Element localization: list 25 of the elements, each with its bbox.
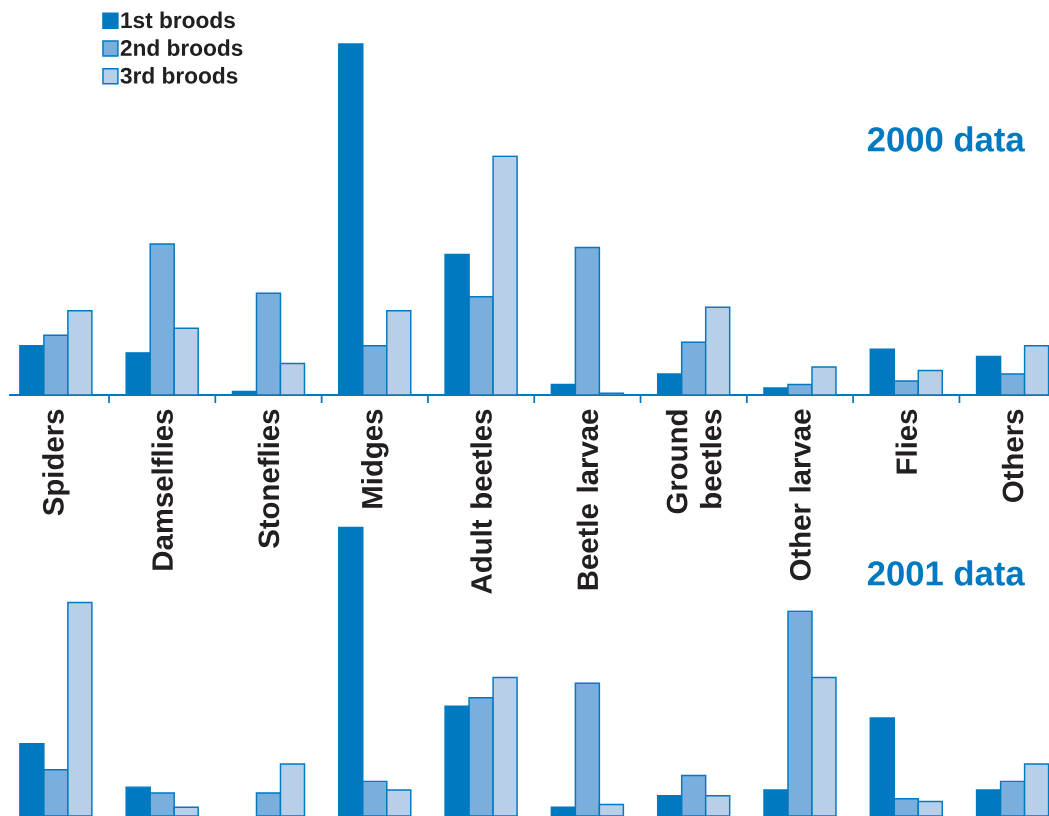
- x-tick-label: Flies: [895, 409, 918, 474]
- x-tick-label: Ground beetles: [665, 409, 722, 514]
- legend-label: 2nd broods: [120, 39, 243, 56]
- x-tick-label: Beetle larvae: [576, 409, 599, 590]
- bar: [787, 611, 812, 816]
- bar: [493, 677, 518, 816]
- legend-label: 1st broods: [121, 11, 235, 29]
- x-tick-label: Midges: [361, 409, 389, 508]
- bar: [280, 764, 305, 816]
- bar: [67, 602, 92, 816]
- x-tick-label: Other larvae: [789, 409, 811, 581]
- x-tick-label: Adult beetles: [470, 409, 492, 594]
- text: 2000 data: [867, 126, 1025, 152]
- bar: [1023, 763, 1049, 816]
- bar: [999, 780, 1026, 816]
- text: 2001 data: [867, 560, 1025, 586]
- x-tick-label: Stoneflies: [257, 409, 280, 548]
- x-tick-label: Damselflies: [151, 409, 173, 570]
- legend-label: 3rd broods: [120, 67, 238, 84]
- x-tick-label: Spiders: [42, 409, 70, 516]
- bar: [681, 775, 706, 816]
- x-tick-label: Others: [1001, 409, 1024, 502]
- bar: [469, 697, 494, 816]
- bar: [811, 677, 836, 816]
- bar: [575, 683, 600, 816]
